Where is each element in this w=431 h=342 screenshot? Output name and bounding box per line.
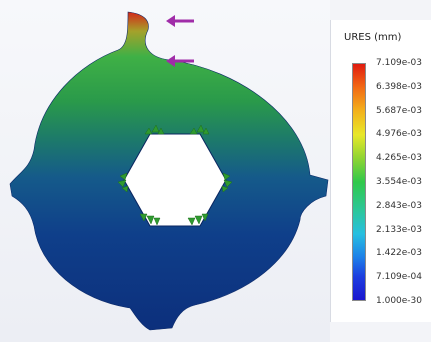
legend-tick: 7.109e-04 <box>376 272 423 282</box>
force-arrow-icon <box>166 15 194 27</box>
model-viewport[interactable] <box>0 0 330 342</box>
legend-title: URES (mm) <box>344 32 402 43</box>
fixture-icon <box>187 213 209 226</box>
legend-tick: 1.000e-30 <box>376 296 423 306</box>
legend-tick: 5.687e-03 <box>376 106 423 116</box>
fixture-icon <box>117 124 233 226</box>
fixture-icon <box>144 124 165 135</box>
legend-tick: 2.133e-03 <box>376 225 423 235</box>
force-arrow-icon <box>166 55 194 67</box>
hex-bore <box>123 133 227 227</box>
legend-tick: 4.265e-03 <box>376 153 423 163</box>
fea-model-svg <box>9 11 329 331</box>
legend-tick: 7.109e-03 <box>376 58 423 68</box>
legend-colorbar <box>352 63 366 301</box>
fixture-icon <box>221 172 233 193</box>
fixture-icon <box>189 124 210 135</box>
legend-tick: 1.422e-03 <box>376 248 423 258</box>
legend-tick: 6.398e-03 <box>376 82 423 92</box>
fixture-icon <box>139 213 161 226</box>
legend-tick: 3.554e-03 <box>376 177 423 187</box>
legend-tick: 4.976e-03 <box>376 129 423 139</box>
legend-tick: 2.843e-03 <box>376 201 423 211</box>
fixture-icon <box>117 172 129 193</box>
legend-panel <box>331 20 431 322</box>
